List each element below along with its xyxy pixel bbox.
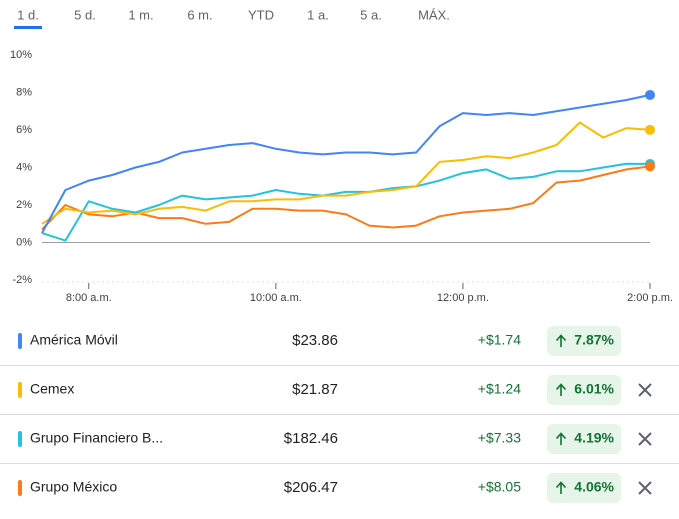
percent-change: 4.19% [574,430,614,446]
series-end-dot [645,161,655,172]
remove-button[interactable] [638,432,652,446]
percent-pill [547,473,621,503]
x-tick-label: 10:00 a.m. [250,292,302,304]
up-arrow-icon [555,334,567,347]
stock-name: América Móvil [30,332,118,348]
time-range-tab[interactable]: 6 m. [187,7,212,22]
x-tick-label: 2:00 p.m. [627,292,673,304]
y-tick-label: 0% [16,236,32,248]
remove-button[interactable] [638,383,652,397]
series-line [41,165,651,231]
time-range-tab[interactable]: YTD [248,7,274,22]
price-change: +$1.24 [478,381,521,397]
stock-price: $23.86 [292,332,338,349]
stock-name: Grupo Financiero B... [30,430,163,446]
y-tick-label: 2% [16,199,32,211]
y-tick-label: 4% [16,161,32,173]
stock-name: Cemex [30,381,74,397]
stock-price: $206.47 [284,479,338,496]
price-change: +$8.05 [478,479,521,495]
time-range-tab[interactable]: 5 d. [74,7,96,22]
y-tick-label: 6% [16,124,32,136]
time-range-tab[interactable]: 1 a. [307,7,329,22]
y-tick-label: -2% [12,274,32,286]
percent-change: 6.01% [574,381,614,397]
color-indicator [18,431,22,447]
price-change: +$1.74 [478,332,521,348]
percent-change: 4.06% [574,479,614,495]
y-tick-label: 10% [10,49,32,61]
color-indicator [18,480,22,496]
up-arrow-icon [555,432,567,445]
time-range-tab[interactable]: 1 m. [128,7,153,22]
series-line [41,162,651,242]
y-tick-label: 8% [16,86,32,98]
percent-pill [547,326,621,356]
price-change: +$7.33 [478,430,521,446]
series-end-dot [645,124,655,135]
active-tab-indicator [14,26,42,29]
series-end-dot [645,89,655,100]
color-indicator [18,333,22,349]
stock-price: $21.87 [292,381,338,398]
color-indicator [18,382,22,398]
percent-pill [547,424,621,454]
time-range-tab[interactable]: 1 d. [17,7,39,22]
time-range-tab[interactable]: MÁX. [418,7,450,22]
stock-name: Grupo México [30,479,117,495]
remove-button[interactable] [638,481,652,495]
up-arrow-icon [555,481,567,494]
percent-change: 7.87% [574,332,614,348]
x-tick-label: 12:00 p.m. [437,292,489,304]
stock-price: $182.46 [284,430,338,447]
up-arrow-icon [555,383,567,396]
time-range-tab[interactable]: 5 a. [360,7,382,22]
series-line [41,93,651,234]
percent-pill [547,375,621,405]
x-tick-label: 8:00 a.m. [66,292,112,304]
series-line [41,121,651,225]
